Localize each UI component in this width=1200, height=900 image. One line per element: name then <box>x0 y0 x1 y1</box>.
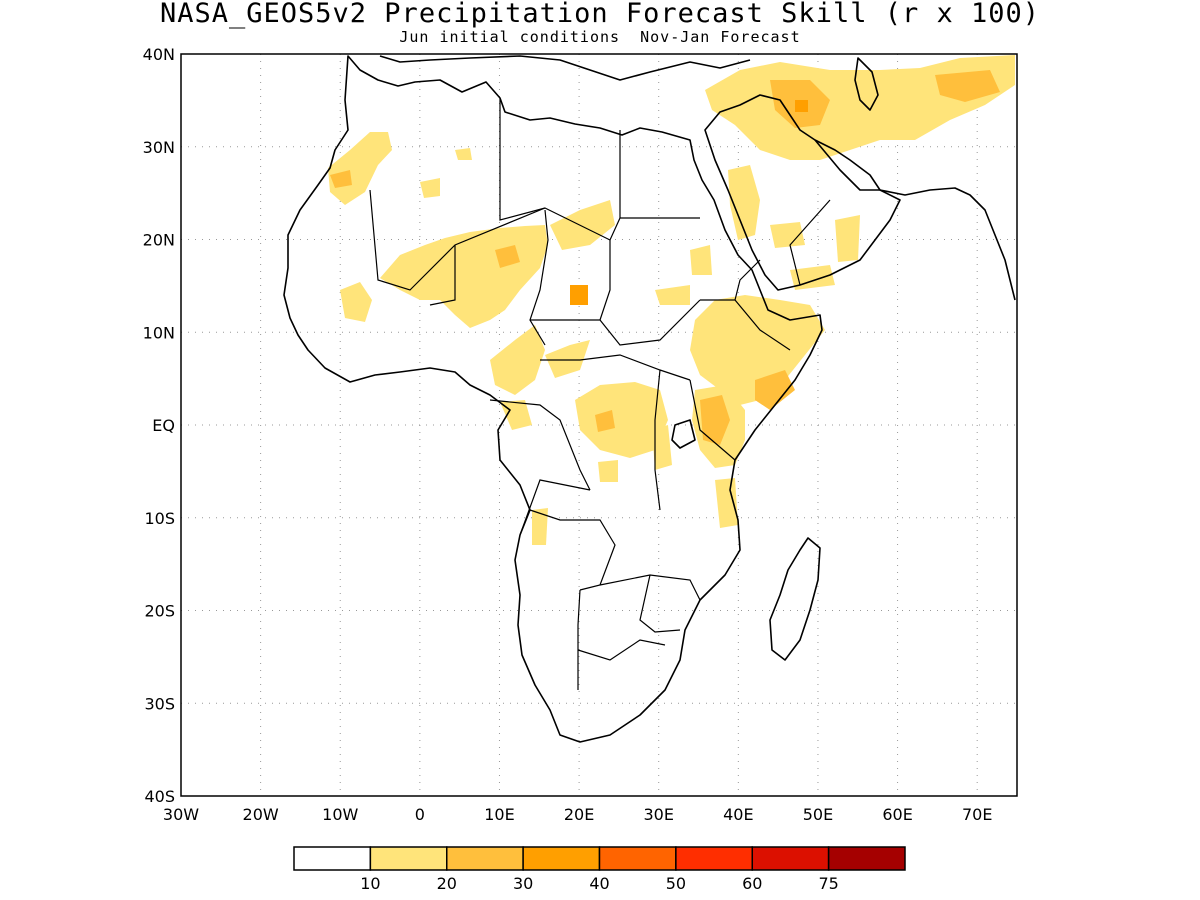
skill-area-lake-victoria-west <box>652 425 672 470</box>
skill-area-sahel-west <box>380 225 548 328</box>
skill-area-nigeria <box>490 325 545 395</box>
skill-area-mauritania <box>340 282 372 322</box>
colorbar-label: 60 <box>742 874 762 893</box>
latitude-tick-label: 30N <box>143 138 175 157</box>
longitude-tick-label: 10W <box>322 805 358 824</box>
latitude-tick-label: 20S <box>144 602 175 621</box>
skill-area-arabia-west <box>728 165 760 240</box>
longitude-labels: 30W 20W 10W 0 10E 20E 30E 40E 50E 60E 70E <box>163 805 993 824</box>
longitude-tick-label: 60E <box>882 805 912 824</box>
longitude-tick-label: 40E <box>723 805 753 824</box>
latitude-tick-label: 40S <box>144 787 175 806</box>
skill-area-angola <box>532 508 548 545</box>
latitude-tick-label: EQ <box>152 416 175 435</box>
skill-area-morocco <box>328 132 392 205</box>
longitude-tick-label: 50E <box>803 805 833 824</box>
colorbar-label: 10 <box>360 874 380 893</box>
europe-coastline <box>379 55 751 81</box>
colorbar-label: 40 <box>589 874 609 893</box>
colorbar-swatch <box>293 846 372 871</box>
colorbar-swatch <box>827 846 906 871</box>
africa-coastline <box>283 55 823 743</box>
skill-area-kenya-core <box>700 395 730 445</box>
skill-area-chad <box>550 200 615 250</box>
arabia-coastline <box>704 94 901 291</box>
colorbar-labels: 10 20 30 40 50 60 75 <box>360 874 839 893</box>
colorbar-label: 50 <box>666 874 686 893</box>
skill-area-algeria <box>420 178 440 198</box>
madagascar-coastline <box>769 537 821 661</box>
colorbar-swatch <box>369 846 448 871</box>
longitude-tick-label: 20W <box>243 805 279 824</box>
latitude-tick-label: 20N <box>143 231 175 250</box>
colorbar-swatch <box>675 846 753 871</box>
skill-area-congo <box>575 382 668 458</box>
longitude-tick-label: 0 <box>415 805 425 824</box>
skill-area-sudan-east <box>690 245 712 275</box>
skill-area-oman <box>835 215 860 262</box>
latitude-tick-label: 10N <box>143 323 175 342</box>
skill-area-iran-core <box>935 70 1000 102</box>
skill-area-arabia-center <box>770 222 805 248</box>
map-subtitle: Jun initial conditions Nov-Jan Forecast <box>399 28 801 46</box>
skill-area-tanzania <box>715 478 738 528</box>
colorbar <box>293 846 906 871</box>
skill-area-chad-core <box>570 285 588 305</box>
skill-area-congo-core <box>595 410 615 432</box>
skill-area-congo-south <box>598 460 618 482</box>
skill-area-sudan <box>655 285 690 305</box>
colorbar-swatch <box>522 846 601 871</box>
longitude-tick-label: 10E <box>484 805 514 824</box>
longitude-tick-label: 30E <box>643 805 673 824</box>
skill-shading <box>328 55 1015 545</box>
skill-area-somalia-core <box>755 370 795 410</box>
skill-area-gabon <box>500 400 532 430</box>
longitude-tick-label: 30W <box>163 805 199 824</box>
longitude-tick-label: 70E <box>962 805 992 824</box>
skill-area-morocco-core <box>330 170 352 188</box>
skill-area-car <box>545 340 590 378</box>
colorbar-swatch <box>598 846 677 871</box>
map-frame <box>180 53 1018 797</box>
map-title: NASA_GEOS5v2 Precipitation Forecast Skil… <box>159 0 1041 29</box>
skill-area-sahel-west-core <box>495 245 520 268</box>
lake-victoria <box>671 419 696 449</box>
colorbar-swatch <box>751 846 830 871</box>
coastlines <box>283 55 1016 743</box>
colorbar-label: 20 <box>437 874 457 893</box>
colorbar-label: 30 <box>513 874 533 893</box>
latitude-tick-label: 30S <box>144 694 175 713</box>
caspian-coastline <box>854 57 879 111</box>
colorbar-label: 75 <box>818 874 838 893</box>
colorbar-swatch <box>446 846 524 871</box>
skill-area-mideast-north <box>705 55 1015 160</box>
skill-area-iraq-peak <box>795 100 808 112</box>
skill-area-libya <box>455 148 472 160</box>
latitude-labels: 40N 30N 20N 10N EQ 10S 20S 30S 40S <box>143 45 175 806</box>
iran-coastline <box>814 139 1016 301</box>
latitude-tick-label: 10S <box>144 509 175 528</box>
latitude-tick-label: 40N <box>143 45 175 64</box>
longitude-tick-label: 20E <box>564 805 594 824</box>
country-borders <box>369 98 831 690</box>
skill-area-ethiopia-somalia <box>690 295 825 405</box>
